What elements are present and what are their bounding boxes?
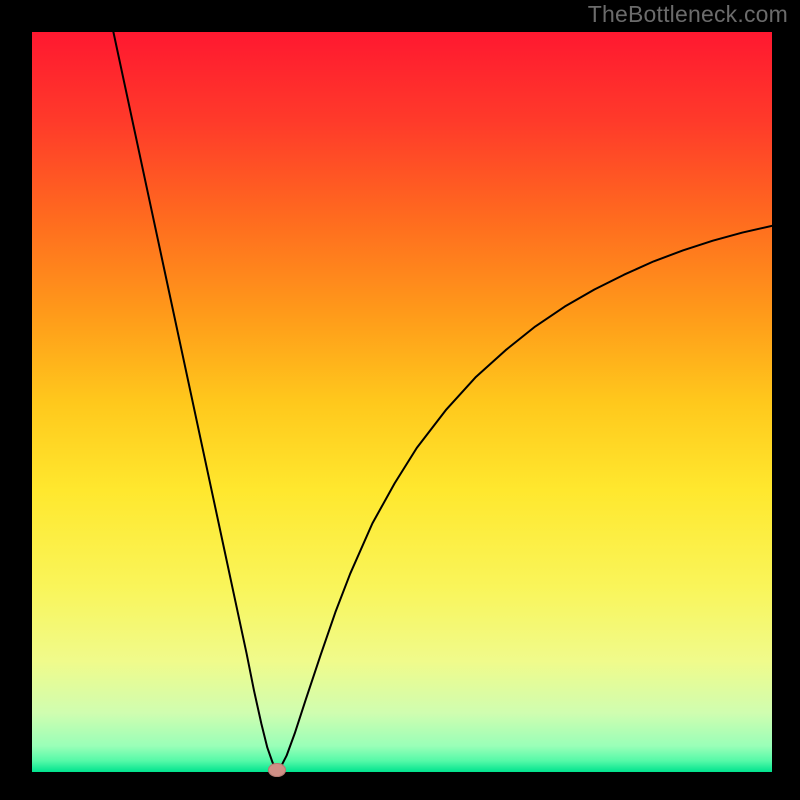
chart-canvas: { "watermark": { "text": "TheBottleneck.… <box>0 0 800 800</box>
plot-area <box>32 32 772 772</box>
curve-path <box>113 32 772 770</box>
plot-frame-bottom <box>0 772 800 800</box>
plot-frame-left <box>0 32 32 772</box>
watermark-text: TheBottleneck.com <box>588 1 788 28</box>
bottleneck-curve <box>32 32 772 772</box>
minimum-marker <box>268 763 286 777</box>
plot-frame-right <box>772 32 800 772</box>
